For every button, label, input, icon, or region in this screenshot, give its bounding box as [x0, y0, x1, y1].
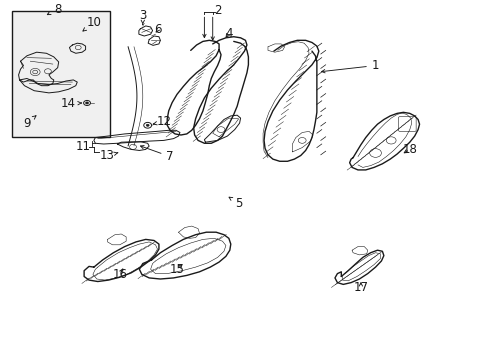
Text: 3: 3: [139, 9, 146, 24]
Text: 12: 12: [153, 115, 171, 128]
Circle shape: [85, 102, 88, 104]
Text: 7: 7: [140, 145, 174, 163]
Text: 10: 10: [83, 16, 101, 31]
Text: 11: 11: [76, 140, 90, 153]
Text: 1: 1: [321, 59, 379, 73]
Text: 13: 13: [100, 149, 118, 162]
Text: 9: 9: [23, 116, 36, 130]
Text: 17: 17: [353, 281, 367, 294]
Text: 2: 2: [213, 4, 221, 17]
Text: 18: 18: [402, 143, 416, 156]
Text: 6: 6: [154, 23, 162, 36]
Text: 5: 5: [228, 197, 242, 210]
Circle shape: [146, 124, 149, 126]
Text: 14: 14: [61, 97, 81, 110]
Bar: [12, 11, 110, 137]
Text: 8: 8: [47, 3, 61, 15]
Text: 4: 4: [224, 27, 232, 40]
Text: 15: 15: [169, 263, 184, 276]
Text: 16: 16: [112, 268, 127, 281]
